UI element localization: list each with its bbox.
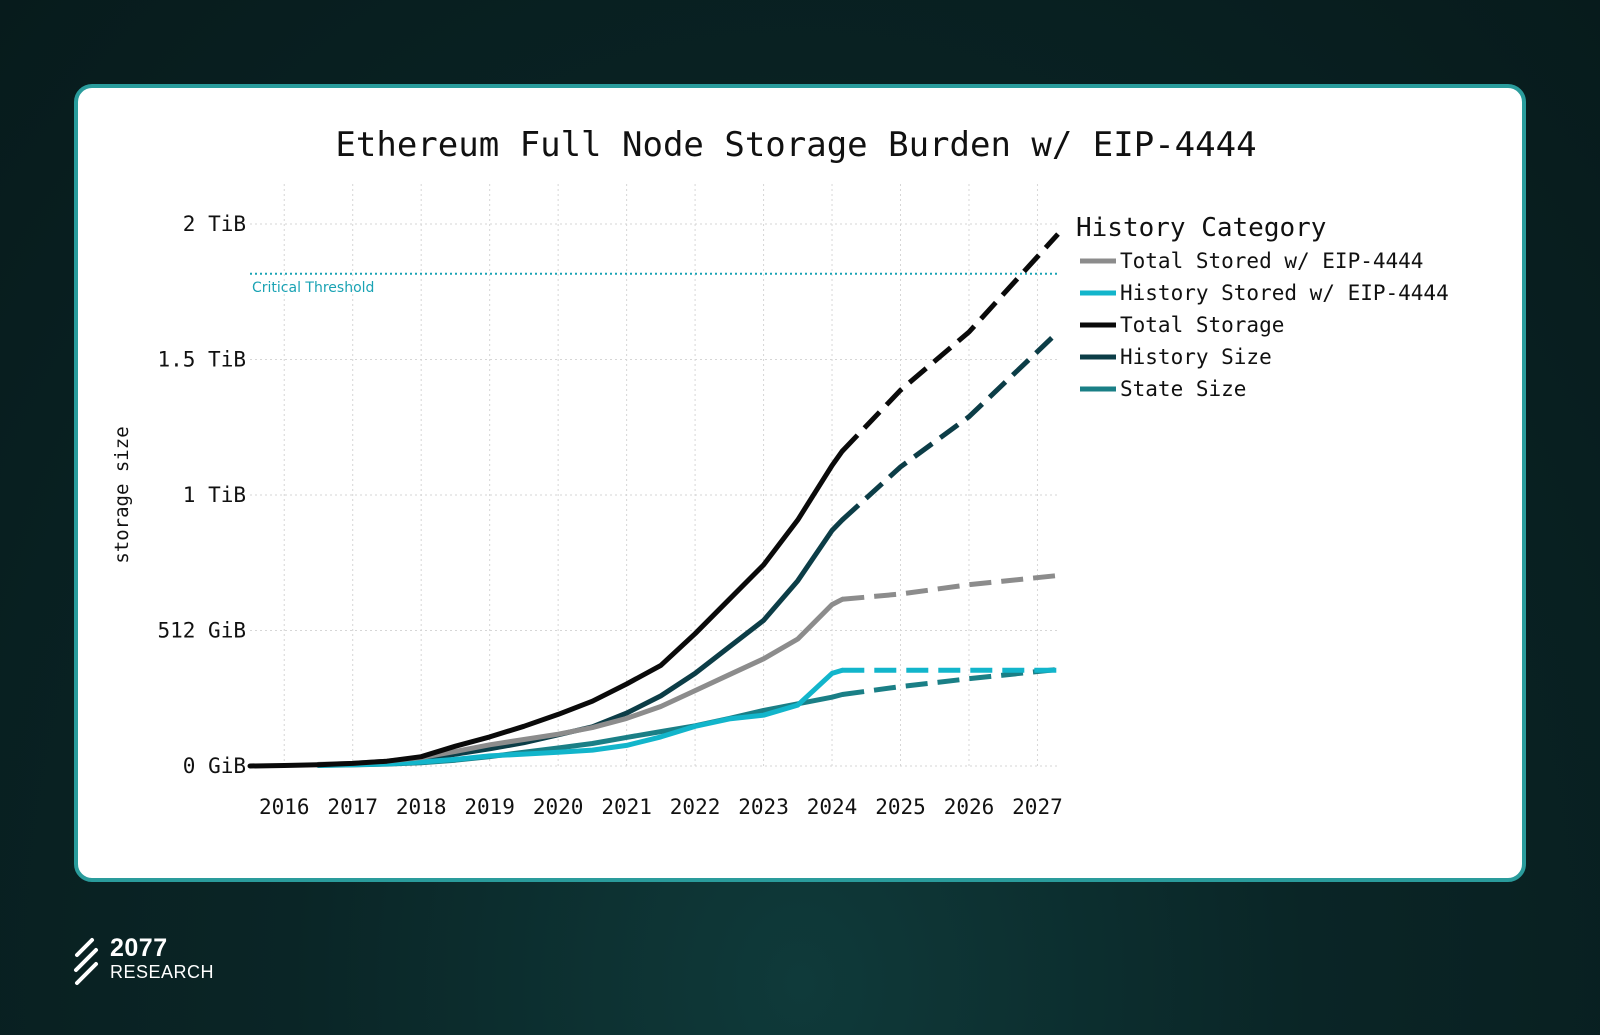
chart-card: Ethereum Full Node Storage Burden w/ EIP…: [74, 84, 1526, 882]
x-tick-label: 2021: [601, 795, 652, 819]
legend-item-label: State Size: [1120, 377, 1246, 401]
y-tick-label: 512 GiB: [157, 619, 246, 643]
y-tick-label: 2 TiB: [183, 212, 246, 236]
chart: Ethereum Full Node Storage Burden w/ EIP…: [111, 125, 1449, 819]
series-line-projected: [842, 573, 1059, 602]
x-tick-label: 2022: [670, 795, 721, 819]
brand-name: RESEARCH: [110, 962, 215, 982]
series-line-projected: [840, 232, 1060, 453]
x-tick-label: 2027: [1012, 795, 1063, 819]
series-line-actual: [247, 448, 845, 769]
slash-logo-icon: [74, 938, 98, 985]
brand-logo: 2077 RESEARCH: [72, 934, 272, 988]
x-tick-label: 2016: [259, 795, 310, 819]
x-tick-label: 2017: [327, 795, 378, 819]
x-tick-label: 2024: [807, 795, 858, 819]
chart-title: Ethereum Full Node Storage Burden w/ EIP…: [335, 125, 1256, 165]
critical-threshold-label: Critical Threshold: [252, 280, 374, 296]
legend-title: History Category: [1076, 213, 1326, 243]
legend-item-label: History Stored w/ EIP-4444: [1120, 281, 1449, 305]
brand-number: 2077: [110, 934, 168, 962]
legend-item-label: History Size: [1120, 345, 1272, 369]
series-line-actual: [316, 667, 845, 768]
x-tick-label: 2025: [875, 795, 926, 819]
legend-item-label: Total Storage: [1120, 313, 1284, 337]
y-tick-label: 0 GiB: [183, 754, 246, 778]
x-tick-label: 2018: [396, 795, 447, 819]
series-line-projected: [841, 666, 1059, 697]
y-tick-label: 1 TiB: [183, 483, 246, 507]
y-axis-label: storage size: [111, 426, 133, 563]
x-tick-label: 2026: [944, 795, 995, 819]
x-tick-label: 2023: [738, 795, 789, 819]
series-line-projected: [840, 330, 1060, 522]
x-tick-label: 2019: [464, 795, 515, 819]
x-tick-label: 2020: [533, 795, 584, 819]
y-tick-label: 1.5 TiB: [157, 348, 246, 372]
legend-item-label: Total Stored w/ EIP-4444: [1120, 249, 1423, 273]
